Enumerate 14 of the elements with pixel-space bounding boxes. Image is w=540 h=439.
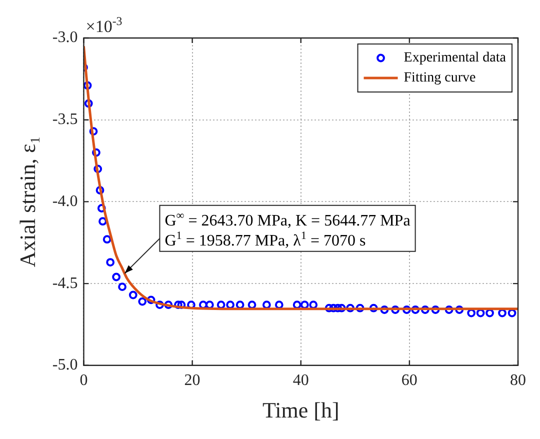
y-axis-title: Axial strain, ε₁ bbox=[14, 136, 40, 268]
y-tick-label: -5.0 bbox=[52, 356, 78, 374]
x-tick-label: 40 bbox=[292, 372, 309, 390]
legend-label: Experimental data bbox=[404, 50, 507, 66]
x-tick-label: 0 bbox=[80, 372, 88, 390]
legend-label: Fitting curve bbox=[404, 70, 476, 86]
y-tick-label: -3.0 bbox=[52, 29, 78, 46]
y-tick-label: -4.0 bbox=[52, 192, 78, 210]
x-axis-title: Time [h] bbox=[262, 398, 340, 423]
x-tick-label: 80 bbox=[510, 372, 526, 390]
x-tick-label: 20 bbox=[184, 372, 200, 390]
y-tick-label: -3.5 bbox=[52, 111, 78, 128]
y-tick-label: -4.5 bbox=[52, 274, 78, 292]
x-tick-label: 60 bbox=[401, 372, 418, 390]
